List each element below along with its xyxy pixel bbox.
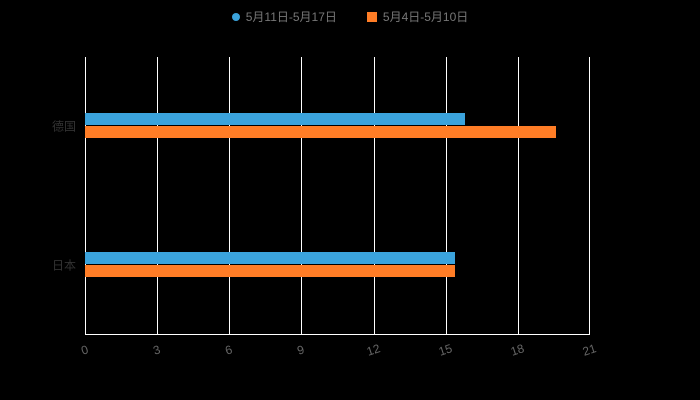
x-tick-label: 18 (508, 341, 526, 359)
category-label: 日本 (51, 258, 76, 273)
plot-area: 0 3 6 9 12 15 18 21 德国日本 (52, 57, 598, 359)
gridline (301, 57, 303, 334)
gridline (589, 57, 590, 334)
x-tick-label: 6 (223, 342, 235, 358)
gridline (517, 57, 519, 334)
legend-label-series2: 5月4日-5月10日 (382, 10, 469, 24)
x-tick-label: 0 (79, 342, 91, 358)
x-tick-label: 12 (364, 341, 382, 359)
bar-series1[interactable] (85, 251, 456, 264)
x-tick-label: 3 (151, 342, 163, 358)
gridline (157, 57, 159, 334)
gridline (229, 57, 231, 334)
legend-label-series1: 5月11日-5月17日 (245, 10, 337, 24)
legend-item-series1[interactable]: 5月11日-5月17日 (231, 8, 337, 25)
gridline (85, 57, 86, 334)
gridline (445, 57, 447, 334)
x-tick-label: 15 (436, 341, 454, 359)
bar-series2[interactable] (85, 264, 456, 277)
gridline (373, 57, 375, 334)
legend-item-series2[interactable]: 5月4日-5月10日 (366, 8, 469, 25)
bar-series1[interactable] (85, 113, 465, 126)
x-tick-label: 9 (295, 342, 307, 358)
legend: 5月11日-5月17日 5月4日-5月10日 (0, 8, 700, 25)
legend-marker-circle-icon (231, 12, 240, 21)
legend-marker-square-icon (366, 11, 377, 22)
category-label: 德国 (51, 119, 76, 134)
bar-series2[interactable] (85, 126, 557, 139)
x-tick-label: 21 (580, 341, 598, 359)
